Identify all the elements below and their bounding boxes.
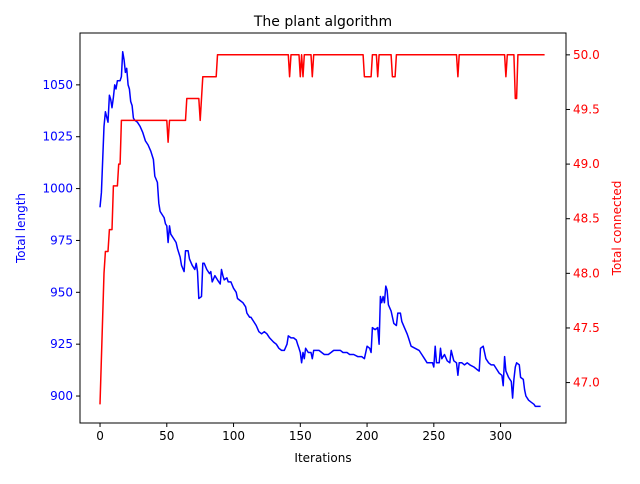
y-right-tick-label: 49.5: [573, 102, 600, 116]
x-tick-label: 100: [222, 429, 245, 443]
y-left-tick-label: 1000: [42, 182, 73, 196]
y-left-tick-label: 900: [50, 389, 73, 403]
x-tick-label: 200: [356, 429, 379, 443]
x-tick-label: 300: [489, 429, 512, 443]
x-tick-label: 50: [159, 429, 174, 443]
y-right-tick-label: 47.0: [573, 376, 600, 390]
y-left-tick-label: 975: [50, 233, 73, 247]
y-right-tick-label: 48.5: [573, 212, 600, 226]
x-tick-label: 150: [289, 429, 312, 443]
chart-title: The plant algorithm: [253, 14, 392, 30]
y-right-tick-label: 49.0: [573, 157, 600, 171]
plot-frame: [79, 32, 567, 424]
y-right-tick-label: 47.5: [573, 321, 600, 335]
y-left-tick-label: 1050: [42, 78, 73, 92]
y-axis-left-label: Total length: [14, 193, 28, 264]
y-axis-right: 47.0 47.5 48.0 48.5 49.0 49.5 50.0: [566, 48, 600, 390]
y-right-tick-label: 48.0: [573, 266, 600, 280]
series-line-left: [99, 50, 541, 408]
series-line-right: [99, 54, 545, 405]
y-axis-left: 900 925 950 975 1000 1025 1050: [42, 78, 80, 403]
y-left-tick-label: 1025: [42, 130, 73, 144]
x-tick-label: 0: [96, 429, 104, 443]
x-axis: 0 50 100 150 200 250 300: [96, 423, 512, 443]
x-tick-label: 250: [422, 429, 445, 443]
y-right-tick-label: 50.0: [573, 48, 600, 62]
plot-lines: [99, 50, 545, 408]
y-left-tick-label: 925: [50, 337, 73, 351]
y-left-tick-label: 950: [50, 285, 73, 299]
y-axis-right-label: Total connected: [610, 181, 624, 277]
x-axis-label: Iterations: [294, 451, 351, 465]
